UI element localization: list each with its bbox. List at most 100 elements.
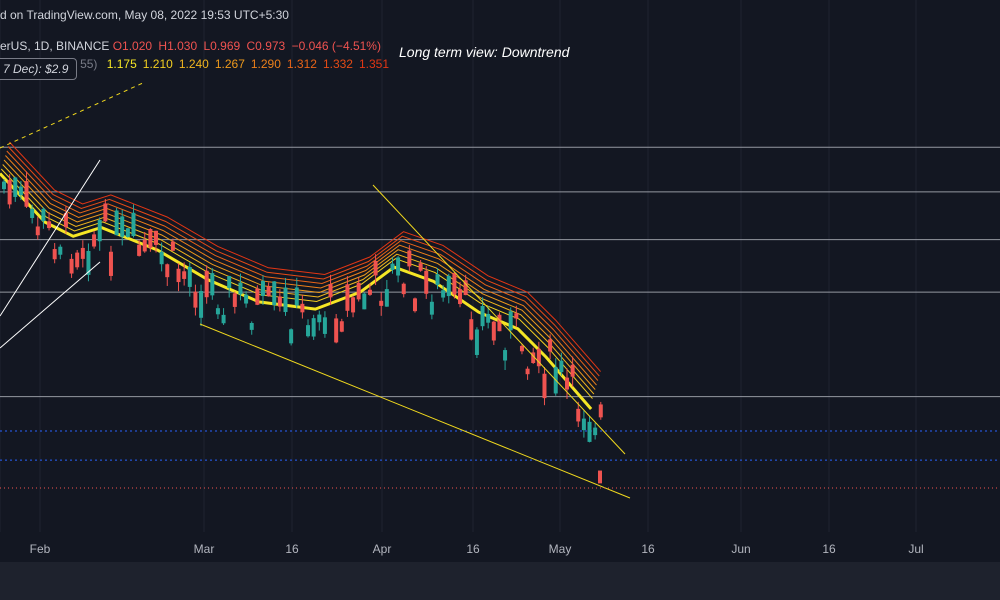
candle[interactable] xyxy=(97,220,102,242)
candle[interactable] xyxy=(30,208,35,218)
candle[interactable] xyxy=(63,213,68,228)
candle[interactable] xyxy=(407,250,412,267)
candle[interactable] xyxy=(418,263,423,271)
candle[interactable] xyxy=(598,404,603,418)
candle[interactable] xyxy=(424,270,429,294)
candle[interactable] xyxy=(227,276,232,288)
candle[interactable] xyxy=(7,180,12,205)
candle[interactable] xyxy=(80,247,85,259)
candle[interactable] xyxy=(412,298,417,312)
candle[interactable] xyxy=(458,289,463,305)
candle[interactable] xyxy=(260,280,265,296)
candles-layer[interactable] xyxy=(2,171,603,484)
candle[interactable] xyxy=(452,272,457,295)
candle[interactable] xyxy=(491,321,496,341)
candle[interactable] xyxy=(441,290,446,298)
candle[interactable] xyxy=(154,230,159,245)
candle[interactable] xyxy=(384,289,389,307)
candle[interactable] xyxy=(548,339,553,352)
candle[interactable] xyxy=(401,283,406,295)
candle[interactable] xyxy=(519,345,524,352)
candle[interactable] xyxy=(75,252,80,268)
candle[interactable] xyxy=(199,291,204,318)
candle[interactable] xyxy=(13,177,18,197)
candle[interactable] xyxy=(125,228,130,237)
candle[interactable] xyxy=(531,352,536,364)
candle[interactable] xyxy=(570,364,575,377)
candle[interactable] xyxy=(328,284,333,298)
candle[interactable] xyxy=(339,321,344,332)
last-candle[interactable] xyxy=(598,470,602,484)
candle[interactable] xyxy=(86,250,91,275)
candle[interactable] xyxy=(159,251,164,265)
candle[interactable] xyxy=(210,273,215,296)
candle[interactable] xyxy=(508,311,513,331)
candle[interactable] xyxy=(142,239,147,252)
candle[interactable] xyxy=(565,377,569,390)
candle[interactable] xyxy=(503,350,508,361)
candle[interactable] xyxy=(35,226,40,236)
candle[interactable] xyxy=(351,297,356,313)
candle[interactable] xyxy=(317,314,322,323)
candle[interactable] xyxy=(244,294,249,304)
candle[interactable] xyxy=(300,303,305,313)
candle[interactable] xyxy=(41,208,46,222)
candle[interactable] xyxy=(187,267,192,287)
candle[interactable] xyxy=(497,314,502,332)
candle[interactable] xyxy=(306,325,311,337)
candle[interactable] xyxy=(249,323,254,330)
candle[interactable] xyxy=(47,221,52,229)
candle[interactable] xyxy=(514,313,519,319)
candle[interactable] xyxy=(266,286,271,297)
candle[interactable] xyxy=(311,318,316,337)
candle[interactable] xyxy=(322,317,327,334)
candle[interactable] xyxy=(176,268,181,283)
candle[interactable] xyxy=(429,301,434,315)
candle[interactable] xyxy=(446,275,451,297)
candle[interactable] xyxy=(334,318,339,343)
candle[interactable] xyxy=(379,300,384,306)
candle[interactable] xyxy=(170,241,175,251)
candle[interactable] xyxy=(390,263,395,270)
candle[interactable] xyxy=(356,282,361,300)
candle[interactable] xyxy=(345,284,350,311)
candle[interactable] xyxy=(165,264,170,278)
candle[interactable] xyxy=(373,260,378,276)
candle[interactable] xyxy=(69,258,74,274)
candle[interactable] xyxy=(581,418,586,431)
candle[interactable] xyxy=(525,368,530,375)
candle[interactable] xyxy=(182,271,187,279)
candle[interactable] xyxy=(131,212,136,237)
candle[interactable] xyxy=(221,314,226,324)
candle[interactable] xyxy=(542,373,547,399)
candle[interactable] xyxy=(255,288,260,305)
candle[interactable] xyxy=(277,296,282,307)
candle[interactable] xyxy=(593,427,598,436)
candle[interactable] xyxy=(294,287,299,306)
candle[interactable] xyxy=(536,348,541,367)
candle[interactable] xyxy=(435,274,440,285)
candle[interactable] xyxy=(108,251,113,276)
candle[interactable] xyxy=(486,313,491,323)
candle[interactable] xyxy=(367,289,372,295)
candle[interactable] xyxy=(396,257,401,276)
candle[interactable] xyxy=(480,305,485,327)
candle[interactable] xyxy=(148,229,153,248)
candle[interactable] xyxy=(193,291,198,308)
candle[interactable] xyxy=(283,287,288,313)
candle[interactable] xyxy=(232,293,237,307)
candle[interactable] xyxy=(469,319,474,340)
candle[interactable] xyxy=(587,421,592,442)
candle[interactable] xyxy=(204,270,209,298)
candle[interactable] xyxy=(137,244,142,256)
symbol-label[interactable]: erUS, 1D, BINANCE xyxy=(0,39,110,53)
candle[interactable] xyxy=(559,360,564,373)
candle[interactable] xyxy=(103,203,108,222)
candle[interactable] xyxy=(24,181,29,207)
candle[interactable] xyxy=(114,210,119,236)
time-axis[interactable]: Feb Mar 16 Apr 16 May 16 Jun 16 Jul xyxy=(0,532,1000,562)
candle[interactable] xyxy=(58,246,63,255)
candle[interactable] xyxy=(362,293,367,310)
candle[interactable] xyxy=(238,282,243,295)
